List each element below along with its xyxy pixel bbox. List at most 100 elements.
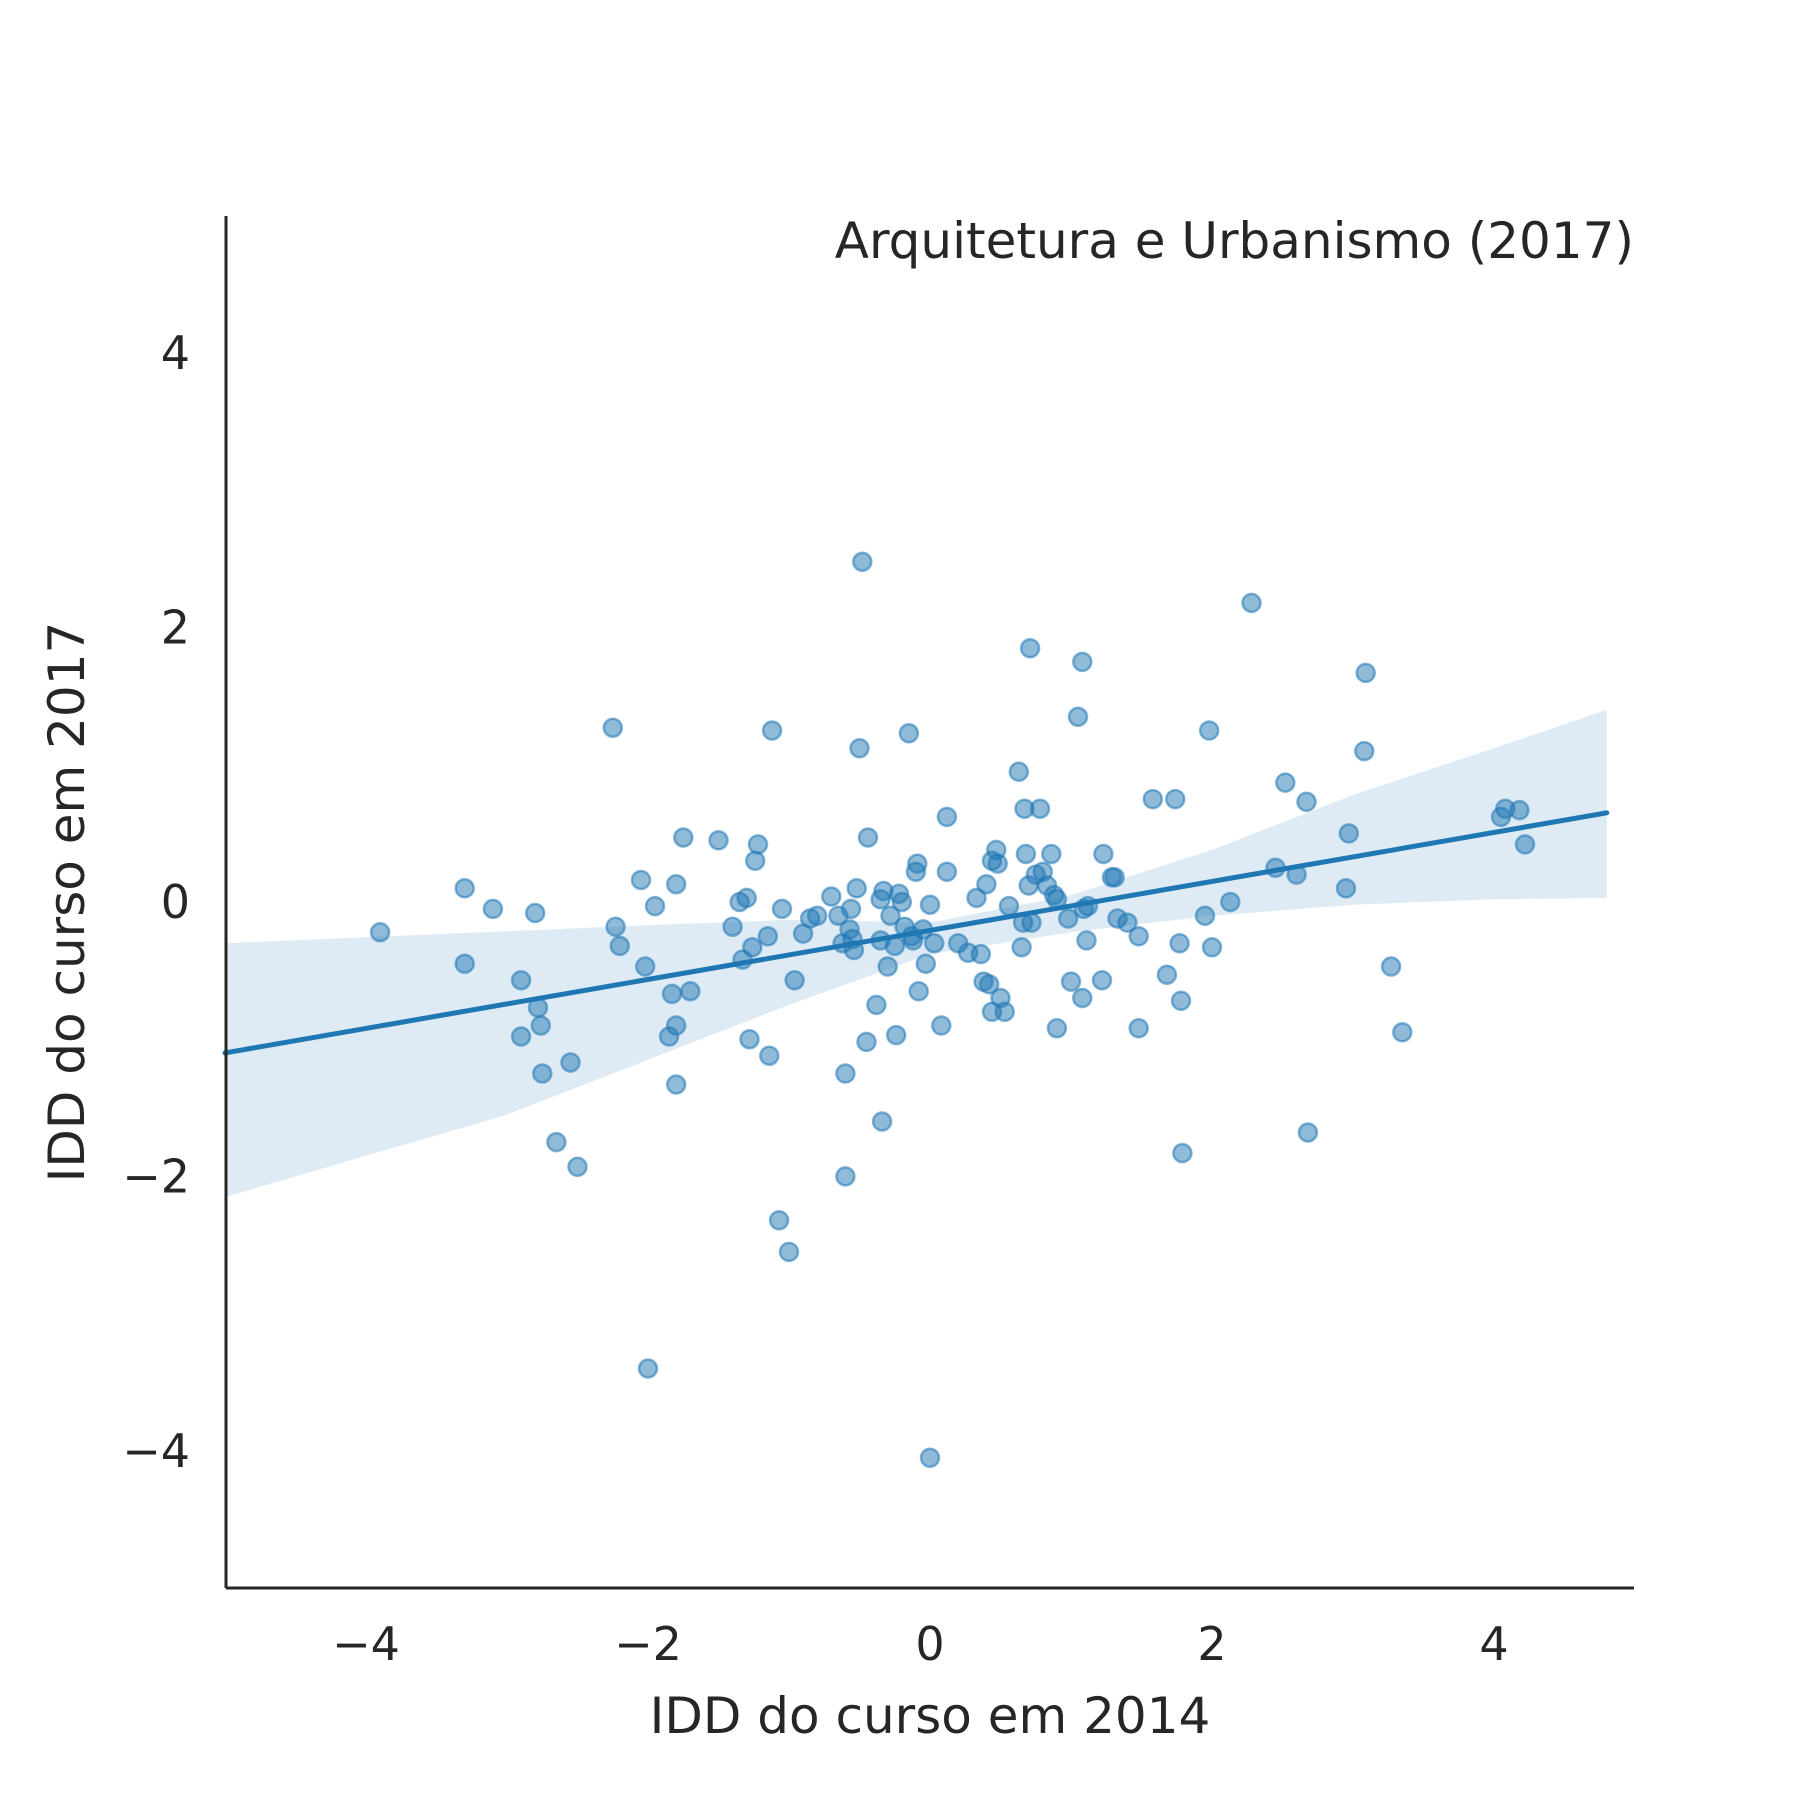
data-point [1057, 908, 1079, 929]
data-point [1201, 937, 1223, 958]
data-point [784, 969, 805, 991]
chart-title: Arquitetura e Urbanismo (2017) [835, 212, 1634, 270]
data-point [567, 1156, 588, 1178]
data-point [1117, 912, 1138, 933]
data-point [1156, 964, 1178, 985]
data-point [778, 1241, 800, 1263]
y-tick-label: 0 [161, 875, 190, 929]
data-point [1170, 990, 1192, 1012]
data-point [912, 919, 934, 940]
data-point [1286, 864, 1307, 885]
data-point [1072, 651, 1093, 673]
x-tick-label: −4 [332, 1617, 400, 1671]
data-point [665, 873, 687, 895]
data-point [936, 861, 958, 883]
data-point [1021, 912, 1042, 933]
data-point [742, 937, 763, 958]
data-point [1142, 788, 1164, 810]
y-tick-label: −4 [122, 1424, 190, 1478]
data-point [1076, 930, 1097, 951]
data-point [605, 916, 626, 937]
data-point [722, 916, 743, 937]
data-point [919, 894, 941, 915]
data-point [919, 1447, 941, 1468]
axes [224, 216, 1634, 1590]
y-tick-label: 4 [161, 326, 190, 380]
x-tick-label: 2 [1197, 1617, 1226, 1671]
data-point [634, 956, 656, 977]
data-point [1514, 834, 1536, 855]
data-point [630, 869, 652, 891]
data-point [1265, 857, 1286, 878]
data-point [835, 1166, 856, 1187]
data-point [1380, 956, 1402, 977]
data-point [1019, 637, 1041, 659]
data-point [708, 830, 729, 851]
data-point [846, 878, 867, 899]
data-point [931, 1015, 952, 1036]
x-axis-title: IDD do curso em 2014 [650, 1687, 1211, 1745]
data-point [661, 983, 683, 1005]
data-point [1165, 788, 1186, 810]
data-point [849, 738, 870, 759]
data-point [736, 887, 757, 909]
y-tick-label: 2 [161, 601, 190, 655]
data-point [994, 1001, 1015, 1023]
data-point [1275, 772, 1296, 793]
data-point [527, 997, 549, 1018]
x-tick-label: 4 [1479, 1617, 1508, 1671]
data-point [923, 932, 945, 954]
data-point [852, 551, 873, 572]
data-point [1128, 1017, 1149, 1039]
data-point [768, 1210, 790, 1231]
tick-labels: −4 −2 0 2 4 −4 −2 0 2 4 [122, 326, 1508, 1671]
data-point [510, 1026, 532, 1047]
data-point [1335, 878, 1357, 899]
data-point [1355, 662, 1376, 684]
data-point [884, 935, 906, 957]
data-point [680, 980, 701, 1002]
data-point [644, 895, 666, 917]
data-point [1015, 843, 1037, 865]
data-point [560, 1052, 581, 1073]
data-point [1338, 823, 1360, 844]
data-point [759, 1045, 780, 1066]
data-point [1198, 720, 1220, 741]
data-point [665, 1074, 687, 1095]
data-point [871, 1111, 893, 1132]
data-point [856, 1031, 877, 1053]
data-point [771, 898, 793, 920]
data-point [1104, 867, 1125, 888]
y-tick-label: −2 [122, 1149, 190, 1203]
data-point [1093, 843, 1114, 865]
data-point [1194, 905, 1216, 926]
data-point [1172, 1142, 1193, 1164]
data-point [673, 827, 694, 848]
confidence-band [225, 709, 1607, 1197]
data-point [1046, 1017, 1068, 1039]
data-point [739, 1028, 760, 1050]
data-point [1392, 1022, 1413, 1043]
data-point [532, 1063, 553, 1084]
data-point [482, 898, 504, 920]
data-point [998, 895, 1020, 917]
data-point [546, 1131, 567, 1153]
data-point [908, 980, 929, 1002]
data-point [454, 953, 475, 974]
data-point [1220, 891, 1241, 913]
data-point [857, 827, 879, 848]
data-point [1169, 932, 1190, 954]
data-point [1509, 799, 1530, 821]
data-point [840, 898, 862, 920]
data-point [866, 994, 887, 1016]
data-point [1011, 937, 1032, 958]
x-tick-label: −2 [614, 1617, 682, 1671]
data-point [1072, 987, 1093, 1009]
data-point [877, 956, 898, 977]
x-tick-label: 0 [915, 1617, 944, 1671]
data-point [821, 886, 842, 907]
data-point [891, 891, 913, 913]
data-point [966, 887, 987, 909]
data-point [1067, 706, 1089, 728]
